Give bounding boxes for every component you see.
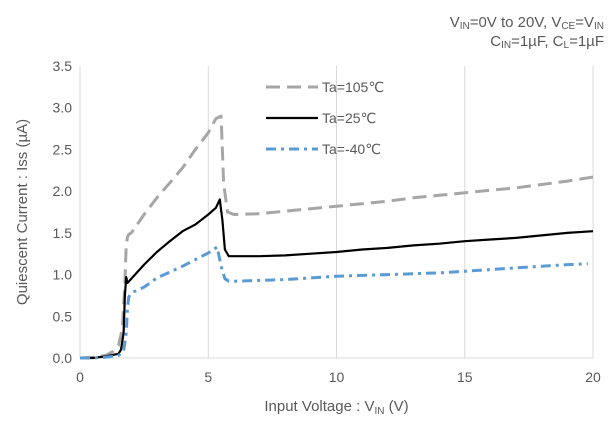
y-tick-labels: 0.0 0.5 1.0 1.5 2.0 2.5 3.0 3.5	[53, 58, 73, 366]
y-tick-label: 2.0	[53, 183, 73, 199]
x-tick-label: 15	[457, 369, 473, 385]
vce-equals-subscript: IN	[594, 21, 604, 32]
vin-subscript: IN	[459, 21, 470, 32]
y-tick-label: 1.0	[53, 267, 73, 283]
cin-value: =1µF,	[511, 33, 553, 50]
legend-label-0: Ta=105℃	[322, 79, 384, 95]
x-tick-label: 0	[76, 369, 84, 385]
cl-value: =1µF	[569, 33, 604, 50]
vce-equals: =V	[575, 14, 594, 31]
x-tick-label: 5	[204, 369, 212, 385]
legend-label-1: Ta=25℃	[322, 110, 376, 126]
cin-subscript: IN	[501, 40, 512, 51]
series-line-2	[80, 245, 588, 360]
y-tick-label: 3.0	[53, 100, 73, 116]
vin-label: V	[449, 14, 460, 31]
cl-subscript: L	[563, 40, 570, 51]
x-tick-labels: 0 5 10 15 20	[76, 369, 601, 385]
test-conditions-line-1: VIN=0V to 20V, VCE=VIN	[450, 14, 604, 36]
vce-label: V	[551, 14, 562, 31]
legend-label-2: Ta=-40℃	[322, 141, 381, 157]
cin-label: C	[490, 33, 502, 50]
y-tick-label: 0.0	[53, 350, 73, 366]
x-axis-label: Input Voltage : VIN (V)	[264, 398, 408, 417]
series-line-1	[80, 198, 594, 360]
y-tick-label: 3.5	[53, 58, 73, 74]
axes	[79, 66, 593, 359]
y-tick-label: 1.5	[53, 225, 73, 241]
y-tick-label: 0.5	[53, 308, 73, 324]
cl-label: C	[552, 33, 564, 50]
y-axis-label: Quiescent Current : Iss (µA)	[14, 119, 31, 305]
x-tick-label: 20	[585, 369, 601, 385]
data-series	[79, 114, 594, 360]
legend: Ta=105℃ Ta=25℃ Ta=-40℃	[266, 79, 384, 157]
y-tick-label: 2.5	[53, 141, 73, 157]
vin-range: =0V to 20V,	[469, 14, 552, 31]
test-conditions-line-2: CIN=1µF, CL=1µF	[490, 33, 604, 55]
x-tick-label: 10	[329, 369, 345, 385]
grid-lines	[207, 66, 594, 358]
vce-subscript: CE	[561, 21, 576, 32]
